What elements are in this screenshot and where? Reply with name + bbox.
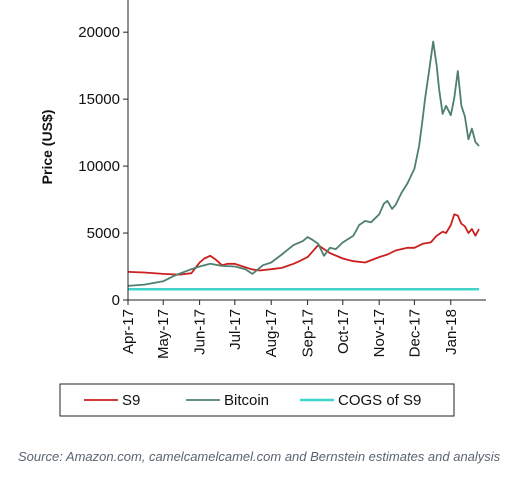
legend-label-3: COGS of S9	[338, 392, 421, 409]
y-tick-label: 5000	[87, 225, 120, 242]
y-tick-label: 20000	[78, 24, 120, 41]
x-tick-label: Jul-17	[227, 309, 244, 350]
x-tick-label: Nov-17	[371, 309, 388, 357]
axes: 0 5000 10000 15000 20000 Apr-17 May-17 Jun-17 Ju…	[78, 0, 486, 359]
legend-label-1: S9	[122, 392, 140, 409]
plot-area	[127, 40, 480, 291]
y-tick-label: 15000	[78, 91, 120, 108]
legend-box	[59, 383, 455, 417]
series-line-2	[127, 40, 480, 287]
x-tick-label: Sep-17	[300, 309, 317, 357]
series-line-1	[127, 213, 480, 276]
x-tick-label: Aug-17	[263, 309, 280, 357]
x-tick-label: Apr-17	[120, 309, 137, 354]
y-axis-title: Price (US$)	[39, 110, 55, 185]
x-tick-label: Dec-17	[406, 309, 423, 357]
x-tick-label: Jan-18	[443, 309, 460, 355]
y-tick-label: 10000	[78, 158, 120, 175]
x-tick-label: May-17	[155, 309, 172, 359]
x-tick-label: Jun-17	[192, 309, 209, 355]
legend: S9 Bitcoin COGS of S9	[59, 383, 455, 417]
legend-label-2: Bitcoin	[224, 392, 269, 409]
y-tick-label: 0	[112, 292, 120, 309]
source-note: Source: Amazon.com, camelcamelcamel.com …	[18, 449, 501, 464]
x-tick-label: Oct-17	[335, 309, 352, 354]
